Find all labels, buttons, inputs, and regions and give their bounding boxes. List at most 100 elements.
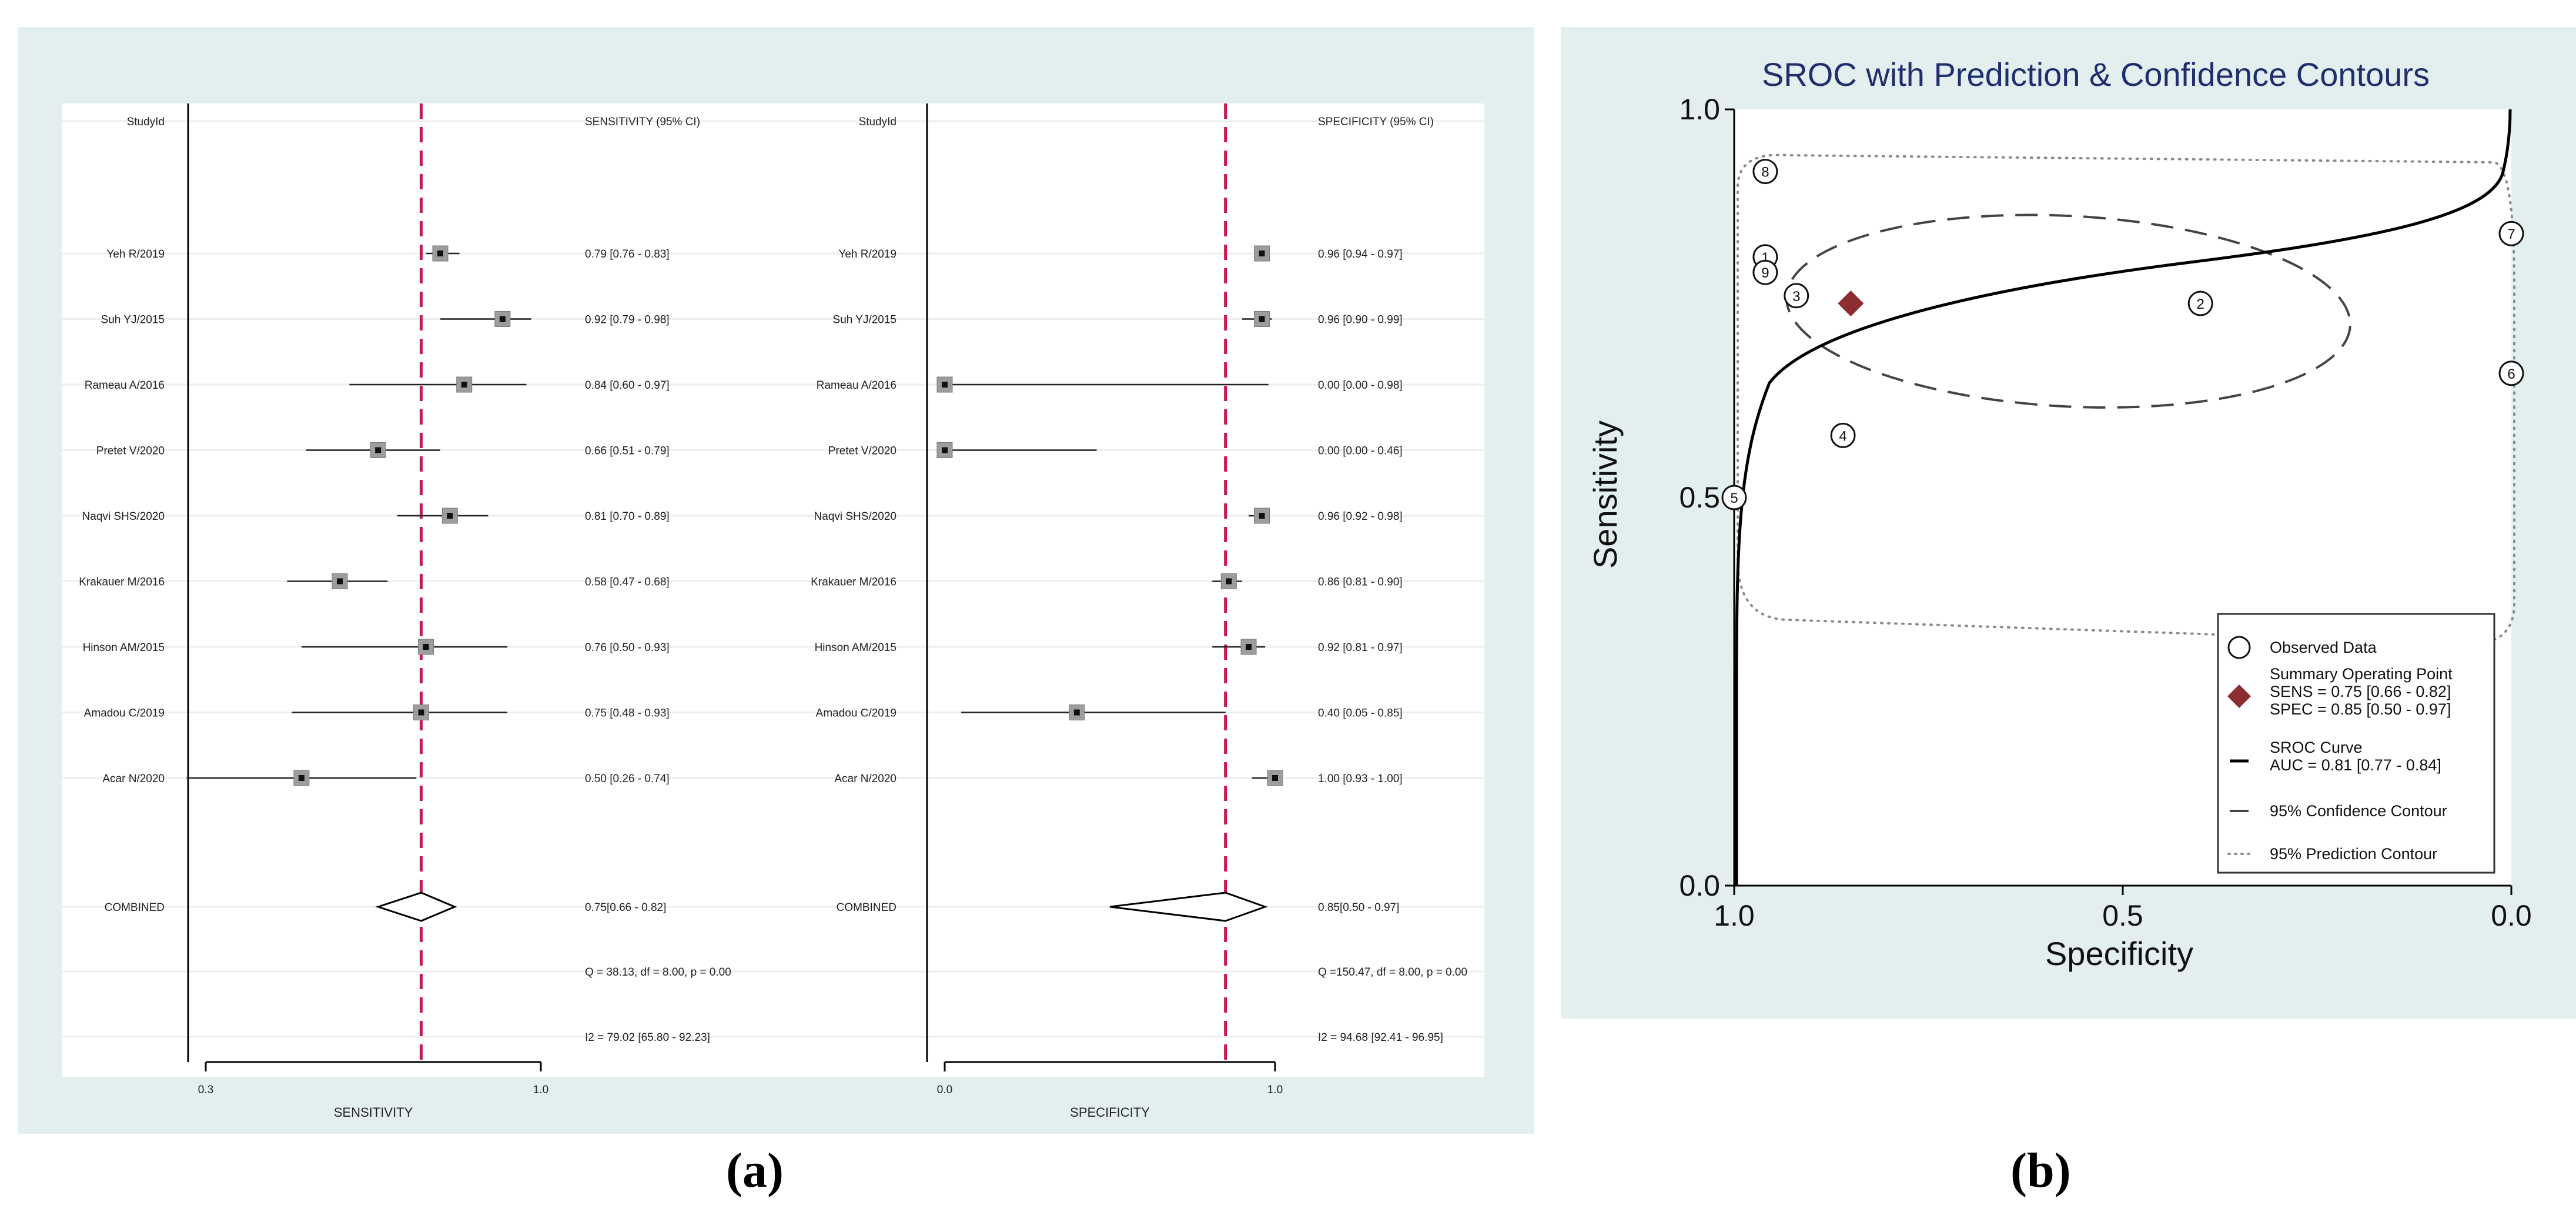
estimate-label: 0.96 [0.90 - 0.99] [1318, 314, 1403, 326]
x-tick-label: 0.0 [2491, 899, 2532, 932]
estimate-label: 0.50 [0.26 - 0.74] [585, 773, 670, 785]
sroc-x-axis-label: Specificity [2045, 935, 2193, 972]
study-id: Acar N/2020 [834, 773, 896, 785]
study-id: Krakauer M/2016 [811, 576, 896, 589]
legend-text: Observed Data [2270, 639, 2377, 656]
study-id: Yeh R/2019 [106, 248, 165, 261]
observed-point-label: 3 [1792, 289, 1800, 305]
observed-data-point [1721, 485, 1747, 510]
point-estimate [1226, 578, 1232, 585]
combined-estimate: 0.85[0.50 - 0.97] [1318, 902, 1399, 914]
point-estimate [423, 644, 429, 650]
study-id: Naqvi SHS/2020 [82, 510, 165, 523]
legend-observed-marker [2227, 636, 2251, 659]
observed-data-point [2187, 291, 2213, 316]
x-tick-label: 1.0 [1267, 1084, 1283, 1096]
estimate-label: 1.00 [0.93 - 1.00] [1318, 773, 1403, 785]
estimate-label: 0.96 [0.92 - 0.98] [1318, 510, 1403, 523]
x-tick-label: 1.0 [533, 1084, 548, 1096]
sroc-plot-panel: SROC with Prediction & Confidence Contou… [1561, 27, 2576, 1019]
point-estimate [461, 382, 467, 388]
observed-point-label: 8 [1761, 165, 1769, 181]
point-estimate [942, 382, 948, 388]
observed-data-point [1784, 283, 1809, 309]
point-estimate [942, 447, 948, 453]
summary-operating-point [1838, 291, 1864, 316]
panel-label-a: (a) [726, 1143, 784, 1198]
study-id: Yeh R/2019 [838, 248, 896, 261]
observed-point-label: 9 [1761, 265, 1769, 281]
forest-plot-panel: 0.3 1.0 SENSITIVITY StudyId SENSITIVITY (95%… [18, 27, 1534, 1134]
estimate-label: 0.96 [0.94 - 0.97] [1318, 248, 1403, 261]
study-id: Rameau A/2016 [817, 379, 896, 392]
point-estimate [1259, 251, 1265, 256]
point-estimate [499, 316, 506, 322]
heterogeneity-q: Q =150.47, df = 8.00, p = 0.00 [1318, 966, 1467, 979]
column-header-estimate: SPECIFICITY (95% CI) [1318, 116, 1434, 128]
estimate-label: 0.86 [0.81 - 0.90] [1318, 576, 1403, 589]
estimate-label: 0.66 [0.51 - 0.79] [585, 445, 670, 458]
x-tick-label: 0.5 [2102, 899, 2143, 932]
forest-x-axis-label: SENSITIVITY [334, 1105, 413, 1120]
study-id: Pretet V/2020 [96, 445, 165, 458]
x-tick-label: 1.0 [1714, 899, 1755, 932]
specificity-forest-plot: 0.0 1.0 SPECIFICITY StudyId SPECIFICITY (95%… [785, 103, 1484, 1120]
sroc-title: SROC with Prediction & Confidence Contou… [1762, 56, 2430, 93]
combined-estimate: 0.75[0.66 - 0.82] [585, 902, 666, 914]
observed-point-label: 6 [2507, 366, 2515, 382]
legend-text: SROC Curve [2270, 739, 2363, 756]
estimate-label: 0.58 [0.47 - 0.68] [585, 576, 670, 589]
estimate-label: 0.00 [0.00 - 0.98] [1318, 379, 1403, 392]
sroc-curve [1735, 109, 2512, 886]
study-id: Hinson AM/2015 [815, 642, 896, 654]
estimate-label: 0.00 [0.00 - 0.46] [1318, 445, 1403, 458]
study-id: Naqvi SHS/2020 [814, 510, 896, 523]
point-estimate [1259, 316, 1265, 322]
point-estimate [1272, 775, 1278, 781]
estimate-label: 0.92 [0.79 - 0.98] [585, 314, 670, 326]
point-estimate [447, 513, 453, 519]
y-tick-label: 0.0 [1679, 869, 1720, 902]
y-tick-label: 0.5 [1679, 481, 1720, 514]
forest-x-axis-label: SPECIFICITY [1070, 1105, 1150, 1120]
column-header-study: StudyId [859, 116, 896, 128]
point-estimate [337, 578, 343, 585]
combined-label: COMBINED [105, 902, 165, 914]
study-weight-box [432, 245, 449, 262]
point-estimate [418, 709, 424, 716]
sensitivity-forest-plot: 0.3 1.0 SENSITIVITY StudyId SENSITIVITY (95%… [62, 103, 785, 1120]
legend-box [2217, 613, 2495, 874]
observed-data-point [1752, 159, 1778, 185]
study-id: Suh YJ/2015 [833, 314, 896, 326]
observed-data-point [2498, 221, 2524, 246]
y-tick-label: 1.0 [1679, 93, 1720, 126]
x-tick-label: 0.3 [198, 1084, 213, 1096]
study-id: Rameau A/2016 [85, 379, 165, 392]
combined-diamond [375, 892, 457, 922]
panel-label-b: (b) [2010, 1143, 2071, 1198]
point-estimate [437, 251, 443, 256]
observed-point-label: 2 [2197, 296, 2204, 312]
study-id: Amadou C/2019 [84, 707, 165, 720]
estimate-label: 0.40 [0.05 - 0.85] [1318, 707, 1403, 720]
estimate-label: 0.75 [0.48 - 0.93] [585, 707, 670, 720]
legend-text: 95% Prediction Contour [2270, 845, 2437, 863]
point-estimate [1073, 709, 1080, 716]
point-estimate [1259, 513, 1265, 519]
legend-summary-marker [2227, 685, 2251, 708]
point-estimate [375, 447, 382, 453]
estimate-label: 0.84 [0.60 - 0.97] [585, 379, 670, 392]
heterogeneity-i2: I2 = 79.02 [65.80 - 92.23] [585, 1031, 710, 1044]
estimate-label: 0.79 [0.76 - 0.83] [585, 248, 670, 261]
point-estimate [1246, 644, 1252, 650]
legend-text: AUC = 0.81 [0.77 - 0.84] [2270, 756, 2441, 774]
study-id: Hinson AM/2015 [83, 642, 165, 654]
forest-plot-area [62, 103, 1484, 1077]
legend-text: SENS = 0.75 [0.66 - 0.82] [2270, 683, 2451, 700]
study-id: Amadou C/2019 [816, 707, 896, 720]
observed-point-label: 7 [2507, 226, 2515, 242]
estimate-label: 0.81 [0.70 - 0.89] [585, 510, 670, 523]
x-tick-label: 0.0 [937, 1084, 952, 1096]
observed-data-point [2498, 360, 2524, 386]
